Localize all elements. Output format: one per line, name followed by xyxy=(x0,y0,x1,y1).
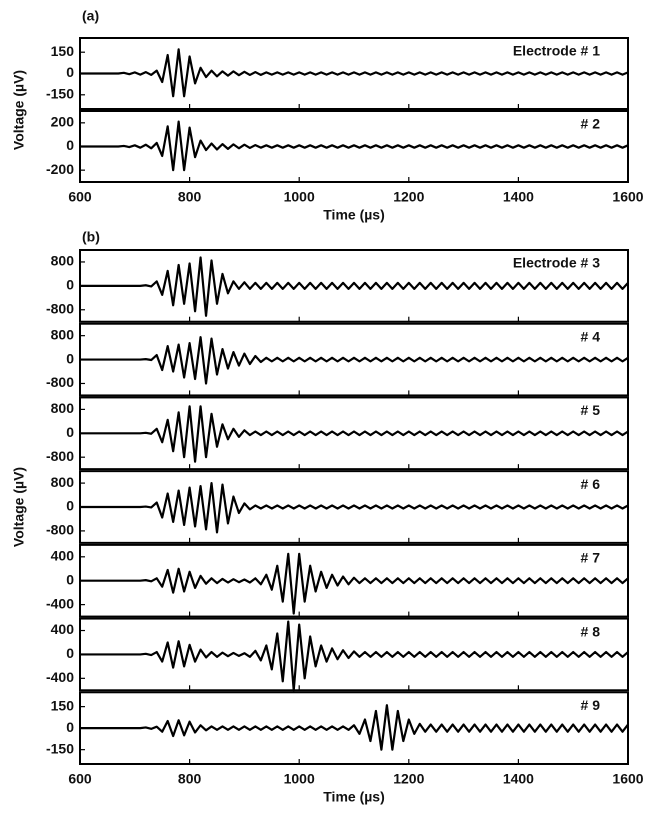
y-tick-label: 0 xyxy=(66,277,74,293)
subplot-frame xyxy=(79,249,629,323)
x-tick-label: 1000 xyxy=(284,189,315,205)
y-tick-label: 400 xyxy=(51,548,75,564)
x-tick-label: 1400 xyxy=(503,771,534,787)
y-tick-label: 800 xyxy=(51,400,75,416)
x-axis-label: Time (µs) xyxy=(323,789,385,805)
x-tick-label: 1200 xyxy=(393,771,424,787)
panel-label: (b) xyxy=(82,229,100,245)
trace-annotation: # 4 xyxy=(581,328,601,344)
y-tick-label: 800 xyxy=(51,253,75,269)
waveform xyxy=(80,482,629,534)
trace-annotation: # 8 xyxy=(581,623,601,639)
subplot-frame xyxy=(79,37,629,110)
y-tick-label: 0 xyxy=(66,498,74,514)
y-tick-label: 400 xyxy=(51,621,75,637)
y-tick-label: -150 xyxy=(46,740,74,756)
y-tick-label: -800 xyxy=(46,448,74,464)
subplot-frame xyxy=(79,691,629,765)
x-tick-label: 600 xyxy=(68,189,92,205)
y-tick-label: 200 xyxy=(51,114,75,130)
y-axis-label: Voltage (µV) xyxy=(11,467,27,547)
waveform xyxy=(80,405,629,463)
subplot-frame xyxy=(79,110,629,183)
y-tick-label: 0 xyxy=(66,719,74,735)
y-tick-label: -200 xyxy=(46,161,74,177)
subplot-frame xyxy=(79,470,629,544)
y-tick-label: 0 xyxy=(66,571,74,587)
x-tick-label: 600 xyxy=(68,771,92,787)
trace-annotation: Electrode # 1 xyxy=(513,43,600,59)
trace-annotation: # 9 xyxy=(581,697,601,713)
y-tick-label: 800 xyxy=(51,326,75,342)
waveform xyxy=(80,620,629,692)
trace-annotation: # 2 xyxy=(581,116,601,132)
y-tick-label: -800 xyxy=(46,300,74,316)
waveform xyxy=(80,120,629,172)
y-tick-label: 150 xyxy=(51,697,75,713)
y-tick-label: -800 xyxy=(46,522,74,538)
subplot-frame xyxy=(79,543,629,618)
trace-annotation: # 7 xyxy=(581,550,601,566)
x-tick-label: 800 xyxy=(178,771,202,787)
y-tick-label: 0 xyxy=(66,424,74,440)
x-tick-label: 800 xyxy=(178,189,202,205)
y-tick-label: 800 xyxy=(51,474,75,490)
x-tick-label: 1400 xyxy=(503,189,534,205)
trace-annotation: Electrode # 3 xyxy=(513,255,600,271)
waveform xyxy=(80,48,629,98)
y-tick-label: 0 xyxy=(66,137,74,153)
x-tick-label: 1200 xyxy=(393,189,424,205)
waveform xyxy=(80,704,629,751)
x-tick-label: 1600 xyxy=(612,189,643,205)
trace-annotation: # 5 xyxy=(581,402,601,418)
y-tick-label: -400 xyxy=(46,595,74,611)
subplot-frame xyxy=(79,617,629,692)
y-tick-label: -150 xyxy=(46,86,74,102)
panel-label: (a) xyxy=(82,8,99,24)
y-tick-label: 0 xyxy=(66,64,74,80)
x-axis-label: Time (µs) xyxy=(323,207,385,223)
waveform xyxy=(80,256,629,317)
y-tick-label: -400 xyxy=(46,669,74,685)
y-tick-label: -800 xyxy=(46,374,74,390)
y-tick-label: 0 xyxy=(66,350,74,366)
y-axis-label: Voltage (µV) xyxy=(11,70,27,150)
waveform xyxy=(80,336,629,385)
x-tick-label: 1000 xyxy=(284,771,315,787)
y-tick-label: 150 xyxy=(51,43,75,59)
x-tick-label: 1600 xyxy=(612,771,643,787)
subplot-frame xyxy=(79,322,629,397)
trace-annotation: # 6 xyxy=(581,476,601,492)
y-tick-label: 0 xyxy=(66,645,74,661)
subplot-frame xyxy=(79,396,629,471)
waveform xyxy=(80,552,629,615)
